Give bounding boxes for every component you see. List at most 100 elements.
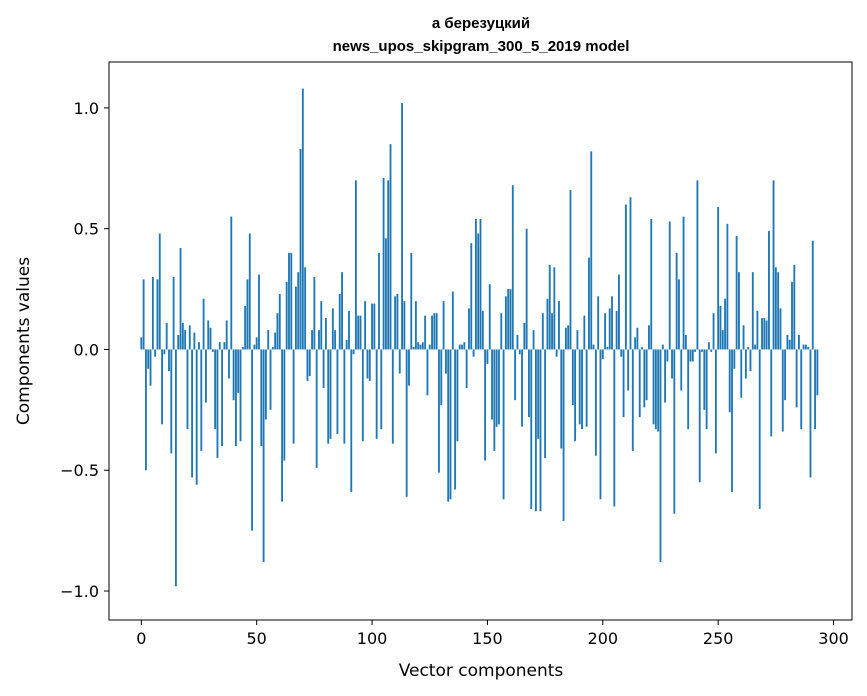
- bar: [168, 349, 170, 372]
- bar: [382, 177, 385, 350]
- bar: [588, 257, 590, 350]
- bar: [809, 349, 812, 478]
- bar: [671, 349, 673, 379]
- bar: [191, 349, 193, 478]
- bar: [553, 267, 556, 350]
- bar: [202, 298, 205, 350]
- bar: [705, 349, 708, 430]
- bar: [290, 252, 293, 350]
- bar: [682, 216, 685, 350]
- bar: [539, 349, 542, 512]
- bar: [484, 349, 487, 461]
- x-tick-label: 300: [818, 629, 849, 648]
- bar: [151, 276, 154, 350]
- bar: [606, 347, 609, 350]
- plot-frame: [108, 61, 853, 621]
- bar: [514, 349, 517, 401]
- bar: [784, 349, 787, 401]
- bar: [251, 349, 253, 531]
- bar: [657, 349, 660, 432]
- bar: [163, 349, 166, 355]
- y-axis-label: Components values: [14, 257, 34, 425]
- bar: [154, 349, 157, 357]
- bar: [659, 349, 662, 563]
- bar: [313, 276, 316, 350]
- bar: [373, 303, 376, 350]
- bar: [318, 330, 320, 350]
- bar: [791, 281, 793, 350]
- bar: [338, 293, 341, 350]
- bar: [241, 347, 244, 350]
- bar: [431, 315, 433, 350]
- bar: [777, 272, 780, 350]
- bar: [583, 315, 586, 350]
- bar: [451, 291, 454, 350]
- bar: [223, 342, 226, 350]
- bar: [428, 344, 431, 350]
- bar: [147, 349, 150, 369]
- bar: [523, 322, 526, 350]
- bar: [276, 313, 279, 350]
- bar: [394, 296, 397, 350]
- bar: [532, 330, 535, 350]
- bar: [498, 349, 500, 425]
- bar: [698, 349, 701, 483]
- bar: [149, 349, 152, 386]
- bar: [479, 219, 482, 350]
- bar: [814, 349, 817, 430]
- bar: [509, 289, 512, 350]
- x-axis-label: Vector components: [399, 661, 564, 681]
- bar: [218, 342, 221, 350]
- bar: [140, 337, 143, 350]
- bar: [378, 252, 380, 350]
- bar: [594, 349, 597, 456]
- bar: [145, 349, 147, 471]
- bar: [574, 349, 577, 442]
- bar: [749, 349, 752, 372]
- bar: [500, 313, 503, 350]
- bar: [244, 305, 247, 350]
- bar: [636, 327, 639, 350]
- bar: [207, 320, 210, 350]
- bar: [361, 349, 364, 442]
- bar: [172, 276, 175, 350]
- bar: [735, 235, 738, 350]
- bar: [733, 349, 736, 369]
- bar: [403, 301, 406, 350]
- bar: [613, 349, 616, 507]
- bar: [611, 296, 613, 350]
- bar: [253, 344, 256, 350]
- bar: [421, 342, 424, 350]
- bar: [410, 252, 413, 350]
- bar: [622, 349, 625, 418]
- bar: [285, 281, 288, 350]
- bar: [269, 349, 272, 410]
- bar: [214, 349, 217, 430]
- x-tick-label: 50: [246, 629, 266, 648]
- bar: [366, 349, 369, 379]
- bar: [209, 327, 212, 350]
- bar: [581, 349, 583, 430]
- bar: [368, 349, 371, 381]
- bar: [260, 349, 263, 447]
- chart-title-line1: а березуцкий: [432, 15, 530, 32]
- bar: [246, 279, 249, 350]
- bar: [283, 349, 286, 461]
- bar: [472, 349, 475, 357]
- bar: [650, 219, 653, 350]
- bar: [493, 349, 496, 451]
- bar: [661, 344, 664, 350]
- bar: [456, 349, 459, 442]
- bar: [232, 349, 235, 401]
- bar: [262, 349, 265, 563]
- bar: [664, 349, 667, 403]
- bar: [170, 349, 173, 454]
- bar: [398, 349, 401, 374]
- bar: [691, 349, 694, 362]
- bar: [375, 349, 378, 439]
- bar: [516, 334, 519, 350]
- bar: [530, 349, 533, 509]
- bar: [216, 349, 219, 459]
- bar: [675, 252, 678, 350]
- bar: [364, 301, 367, 350]
